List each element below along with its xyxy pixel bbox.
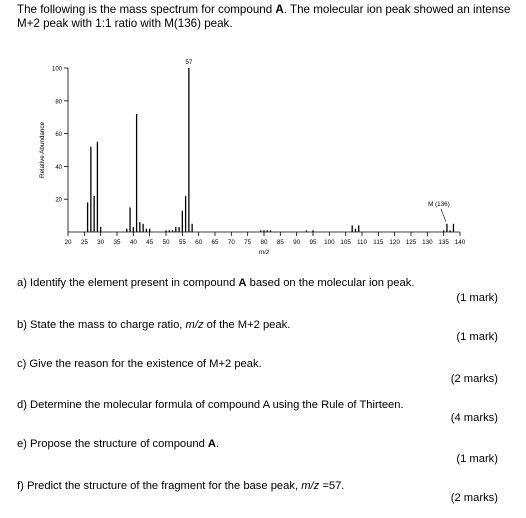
- x-tick-label: 135: [438, 239, 449, 246]
- x-axis-label: m/z: [259, 249, 270, 256]
- y-tick-label: 20: [55, 198, 62, 204]
- x-tick-label: 120: [389, 239, 400, 246]
- x-tick-label: 105: [340, 239, 351, 246]
- question-c-marks: (2 marks): [450, 373, 498, 385]
- x-tick-label: 125: [406, 239, 417, 246]
- x-tick-label: 30: [97, 239, 105, 246]
- x-tick-label: 75: [244, 239, 252, 246]
- question-a: a) Identify the element present in compo…: [17, 277, 415, 289]
- x-tick-label: 95: [309, 239, 317, 246]
- x-tick-label: 20: [64, 239, 72, 246]
- question-e-marks: (1 mark): [456, 453, 498, 465]
- y-tick-label: 40: [55, 165, 62, 171]
- x-tick-label: 110: [357, 239, 368, 246]
- x-tick-label: 80: [260, 239, 268, 246]
- x-tick-label: 65: [211, 239, 219, 246]
- x-tick-label: 140: [455, 239, 466, 246]
- x-tick-label: 40: [130, 239, 138, 246]
- mass-spectrum-chart: 20 40 60 80 100 20 25 30 35 40 45 50 55 60 65 70 75 80 85 9…: [39, 59, 466, 256]
- x-tick-label: 115: [373, 239, 384, 246]
- x-tick-label: 55: [179, 239, 187, 246]
- question-f: f) Predict the structure of the fragment…: [17, 480, 345, 492]
- intro-text: The following is the mass spectrum for c…: [17, 3, 511, 30]
- question-c: c) Give the reason for the existence of …: [17, 358, 262, 370]
- x-tick-label: 85: [277, 239, 285, 246]
- question-d: d) Determine the molecular formula of co…: [17, 399, 404, 411]
- x-tick-label: 60: [195, 239, 203, 246]
- y-tick-label: 60: [55, 132, 62, 138]
- question-e: e) Propose the structure of compound A.: [17, 438, 220, 450]
- peak-label-molecular-ion: M (136): [428, 201, 450, 208]
- x-tick-label: 50: [162, 239, 170, 246]
- y-axis-label: Relative Abundance: [39, 121, 46, 178]
- x-tick-label: 70: [228, 239, 236, 246]
- x-tick-label: 35: [113, 239, 121, 246]
- x-tick-label: 90: [293, 239, 301, 246]
- x-tick-label: 130: [422, 239, 433, 246]
- question-b-marks: (1 mark): [456, 331, 498, 343]
- question-f-marks: (2 marks): [450, 492, 498, 504]
- y-tick-label: 80: [55, 99, 62, 105]
- y-tick-label: 100: [52, 67, 63, 73]
- peak-label-57: 57: [185, 59, 193, 66]
- question-d-marks: (4 marks): [450, 412, 498, 424]
- peak-label-pointer: [440, 208, 447, 222]
- compound-label: A: [275, 3, 284, 16]
- x-tick-label: 100: [324, 239, 335, 246]
- x-tick-label: 25: [81, 239, 89, 246]
- question-a-marks: (1 mark): [456, 292, 498, 304]
- question-b: b) State the mass to charge ratio, m/z o…: [17, 319, 291, 331]
- x-tick-label: 45: [146, 239, 154, 246]
